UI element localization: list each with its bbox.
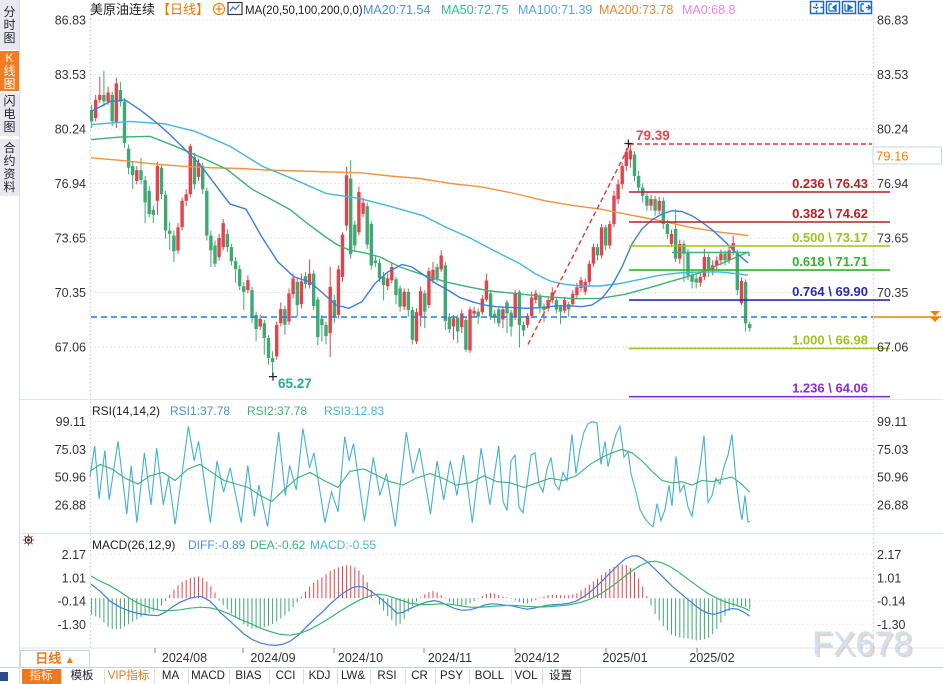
svg-text:MACD:-0.55: MACD:-0.55 [310, 538, 376, 552]
svg-text:-0.14: -0.14 [58, 595, 87, 609]
svg-text:MA0:68.8: MA0:68.8 [682, 3, 736, 17]
svg-text:2.17: 2.17 [877, 548, 901, 562]
svg-text:0.236 \ 76.43: 0.236 \ 76.43 [792, 176, 868, 191]
svg-text:73.65: 73.65 [877, 232, 908, 246]
svg-text:50.96: 50.96 [55, 471, 86, 485]
svg-text:2024/08: 2024/08 [162, 651, 207, 665]
svg-text:DEA:-0.62: DEA:-0.62 [250, 538, 306, 552]
svg-text:70.35: 70.35 [55, 286, 86, 300]
svg-text:79.39: 79.39 [636, 128, 670, 143]
svg-text:67.06: 67.06 [877, 341, 908, 355]
svg-text:75.03: 75.03 [55, 443, 86, 457]
svg-text:RSI2:37.78: RSI2:37.78 [247, 404, 307, 418]
svg-text:2025/01: 2025/01 [602, 651, 647, 665]
svg-text:2.17: 2.17 [62, 548, 86, 562]
svg-text:2025/02: 2025/02 [689, 651, 734, 665]
svg-text:FX678: FX678 [814, 627, 914, 665]
svg-text:83.53: 83.53 [55, 68, 86, 82]
svg-text:-1.30: -1.30 [877, 618, 906, 632]
svg-text:1.01: 1.01 [62, 571, 86, 585]
svg-text:MA200:73.78: MA200:73.78 [599, 3, 673, 17]
svg-text:2024/12: 2024/12 [514, 651, 559, 665]
svg-text:MA50:72.75: MA50:72.75 [441, 3, 508, 17]
svg-text:75.03: 75.03 [877, 443, 908, 457]
svg-text:79.16: 79.16 [876, 149, 909, 164]
svg-text:86.83: 86.83 [55, 14, 86, 28]
svg-text:1.01: 1.01 [877, 571, 901, 585]
svg-text:65.27: 65.27 [278, 376, 312, 391]
svg-text:MA20:71.54: MA20:71.54 [363, 3, 430, 17]
svg-text:73.65: 73.65 [55, 232, 86, 246]
svg-text:FX678: FX678 [812, 625, 912, 663]
svg-text:DIFF:-0.89: DIFF:-0.89 [188, 538, 246, 552]
svg-text:-1.30: -1.30 [58, 618, 87, 632]
svg-text:0.618 \ 71.71: 0.618 \ 71.71 [792, 254, 868, 269]
svg-text:26.88: 26.88 [55, 498, 86, 512]
svg-text:86.83: 86.83 [877, 14, 908, 28]
svg-text:RSI(14,14,2): RSI(14,14,2) [92, 404, 160, 418]
svg-text:99.11: 99.11 [877, 415, 907, 429]
svg-text:0.382 \ 74.62: 0.382 \ 74.62 [792, 206, 868, 221]
svg-text:MA(20,50,100,200,0,0): MA(20,50,100,200,0,0) [245, 5, 363, 17]
svg-text:2024/09: 2024/09 [250, 651, 295, 665]
svg-text:2024/11: 2024/11 [428, 651, 472, 665]
svg-text:80.24: 80.24 [55, 123, 86, 137]
svg-text:MACD(26,12,9): MACD(26,12,9) [92, 538, 175, 552]
svg-text:80.24: 80.24 [877, 123, 908, 137]
svg-text:MA100:71.39: MA100:71.39 [518, 3, 592, 17]
svg-text:67.06: 67.06 [55, 341, 86, 355]
svg-text:RSI1:37.78: RSI1:37.78 [170, 404, 230, 418]
svg-text:0.500 \ 73.17: 0.500 \ 73.17 [792, 230, 868, 245]
svg-text:83.53: 83.53 [877, 68, 908, 82]
svg-text:0.764 \ 69.90: 0.764 \ 69.90 [792, 284, 868, 299]
svg-text:-0.14: -0.14 [877, 595, 906, 609]
svg-text:76.94: 76.94 [877, 177, 908, 191]
svg-text:76.94: 76.94 [55, 177, 86, 191]
svg-text:1.236 \ 64.06: 1.236 \ 64.06 [792, 381, 868, 396]
svg-text:1.000 \ 66.98: 1.000 \ 66.98 [792, 332, 868, 347]
svg-text:26.88: 26.88 [877, 498, 908, 512]
svg-text:美原油连续: 美原油连续 [90, 2, 155, 17]
svg-text:【日线】: 【日线】 [157, 2, 209, 17]
svg-text:99.11: 99.11 [56, 415, 86, 429]
svg-text:50.96: 50.96 [877, 471, 908, 485]
svg-text:70.35: 70.35 [877, 286, 908, 300]
svg-text:2024/10: 2024/10 [338, 651, 383, 665]
svg-text:RSI3:12.83: RSI3:12.83 [324, 404, 384, 418]
